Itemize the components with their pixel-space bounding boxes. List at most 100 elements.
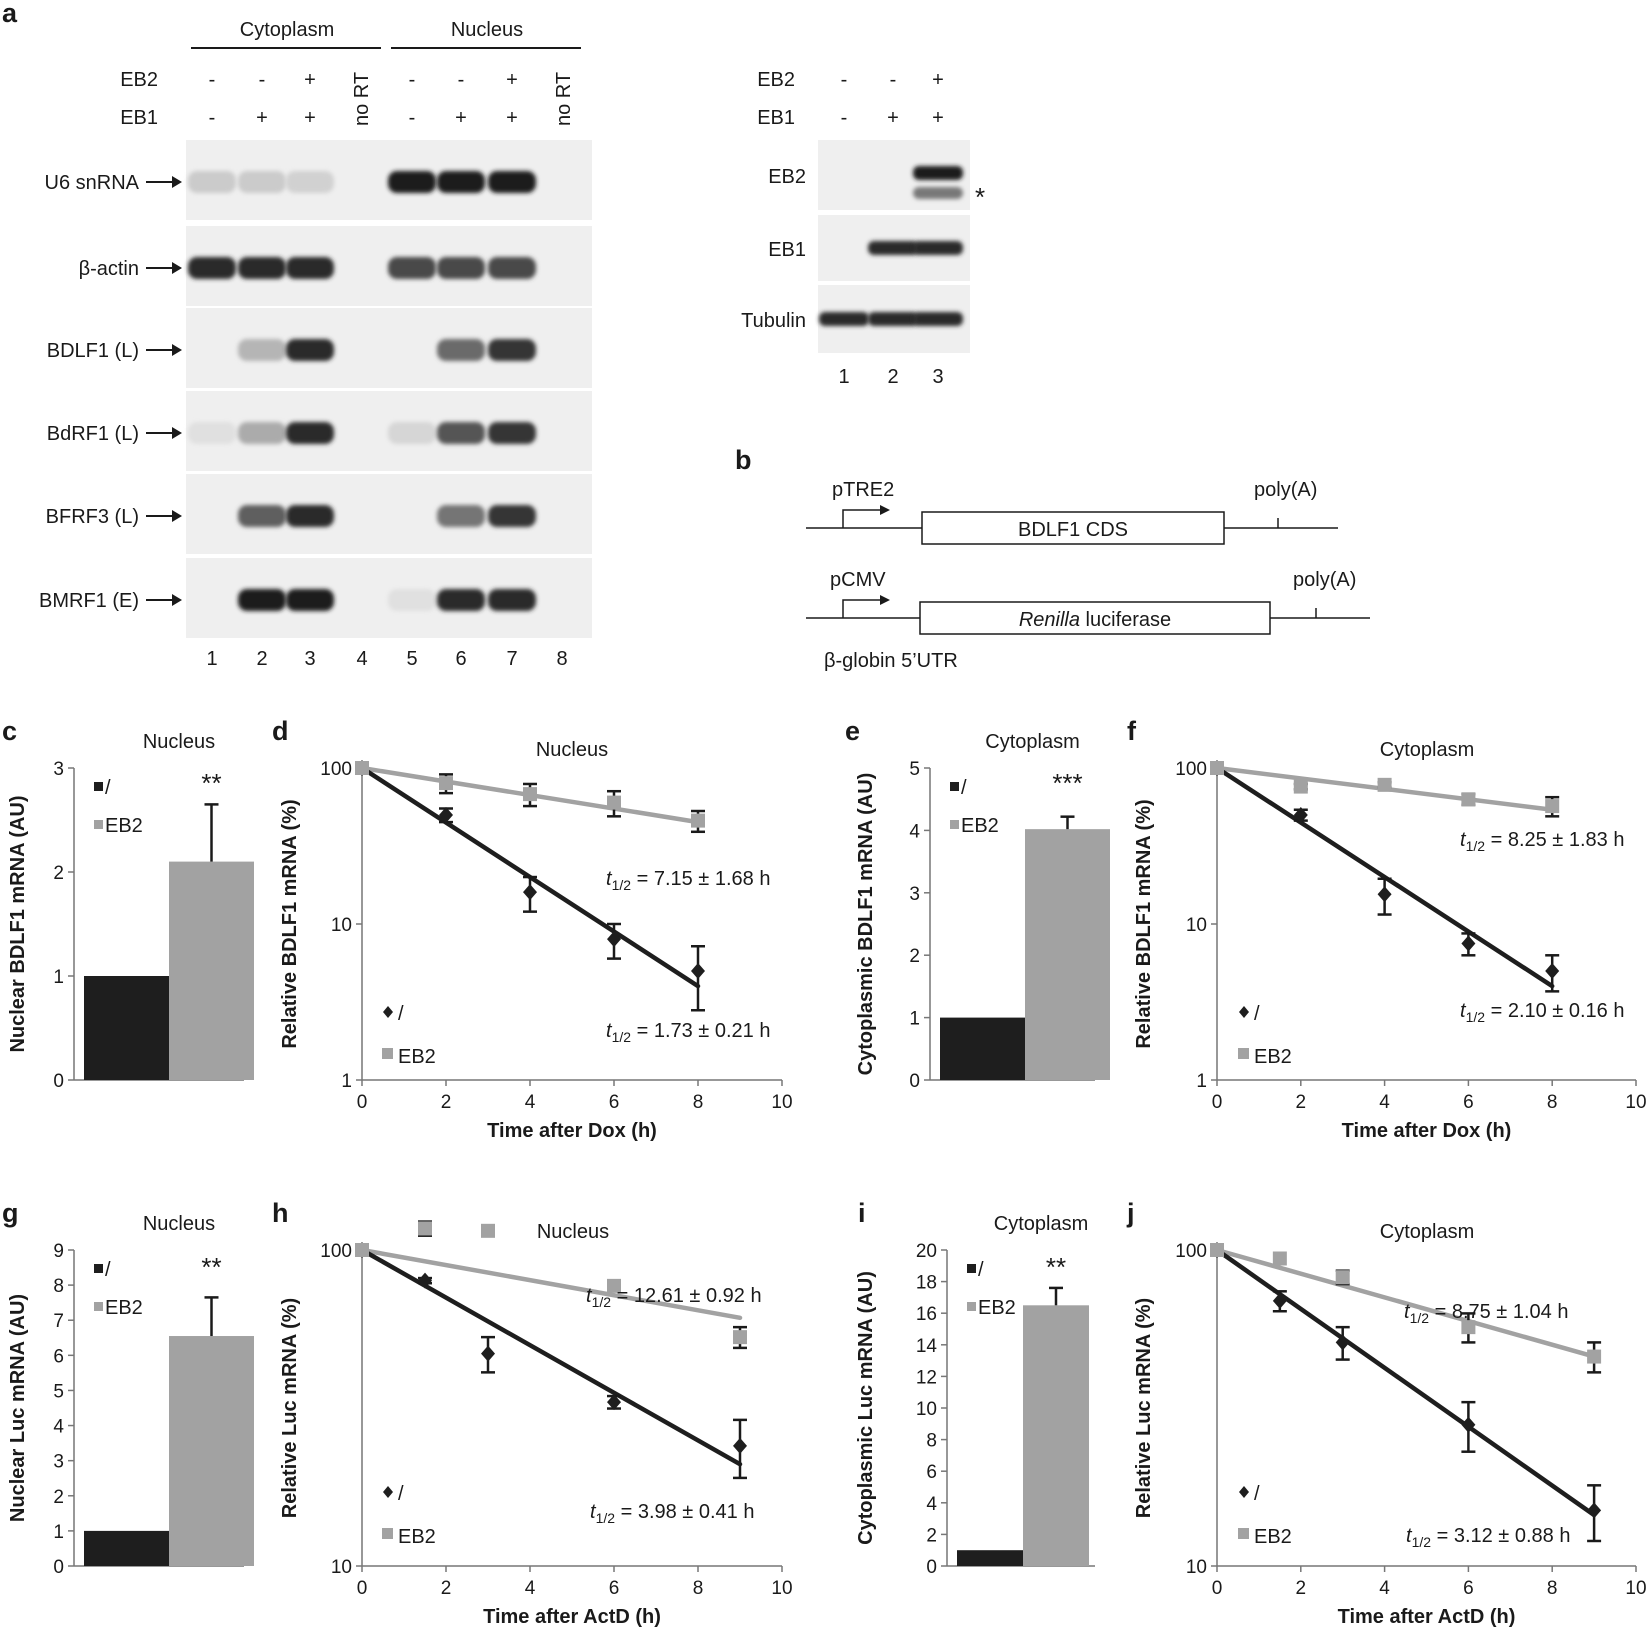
sign-eb2-3: + — [304, 69, 316, 91]
gene-label: U6 snRNA — [45, 172, 140, 194]
wb-row-label-eb1: EB1 — [757, 107, 795, 129]
legend-marker-eb2 — [382, 1528, 393, 1539]
legend-label: / — [1254, 1483, 1260, 1505]
legend-label: EB2 — [398, 1526, 436, 1548]
legend-label: / — [398, 1483, 404, 1505]
y-tick-label: 1 — [909, 1009, 920, 1030]
legend-label: / — [1254, 1003, 1260, 1025]
sign-eb2-5: - — [409, 69, 416, 91]
chart-c-bar: Nucleus 0 1 2 3 Nuclear BDLF1 mRNA (AU) ** / EB2 — [7, 731, 254, 1092]
y-tick-label: 4 — [909, 821, 920, 842]
arrow-right-icon — [172, 344, 182, 356]
gene-label: β-actin — [79, 258, 139, 280]
blot-band — [868, 312, 918, 326]
y-tick-label: 14 — [916, 1336, 938, 1357]
y-tick-label: 0 — [53, 1071, 64, 1092]
data-point-eb2 — [1461, 1320, 1476, 1335]
y-tick-label: 10 — [331, 915, 352, 936]
luciferase-box — [919, 601, 1271, 635]
gel-band — [437, 339, 485, 361]
panel-letter-c: c — [2, 716, 17, 746]
data-point-control — [607, 931, 621, 948]
chart-title: Nucleus — [537, 1221, 609, 1243]
gene-label: BFRF3 (L) — [46, 506, 139, 528]
half-life-annotation: t1/2 = 3.98 ± 0.41 h — [590, 1501, 754, 1526]
data-point-eb2 — [607, 1278, 621, 1293]
data-point-eb2 — [355, 1243, 369, 1257]
y-tick-label: 20 — [916, 1241, 937, 1262]
x-tick-label: 8 — [1547, 1092, 1558, 1113]
y-tick-label: 18 — [916, 1273, 937, 1294]
arrow-right-icon — [172, 262, 182, 274]
legend-label: / — [978, 1259, 984, 1281]
y-tick-label: 1 — [53, 1522, 64, 1543]
x-axis-label: Time after ActD (h) — [483, 1606, 661, 1628]
y-tick-label: 100 — [1175, 759, 1207, 780]
wb-lane-number: 1 — [838, 366, 849, 388]
panel-letter-b: b — [735, 445, 752, 475]
x-tick-label: 8 — [693, 1578, 704, 1599]
y-tick-label: 2 — [926, 1525, 937, 1546]
data-point-eb2 — [481, 1223, 495, 1238]
blot-band — [868, 241, 918, 255]
wb-sign: - — [890, 69, 897, 91]
group-label-cytoplasm: Cytoplasm — [240, 19, 334, 41]
data-point-eb2 — [1587, 1349, 1602, 1364]
legend-marker-eb2 — [382, 1048, 393, 1059]
wb-asterisk: * — [975, 182, 985, 212]
panel-letter-f: f — [1127, 716, 1137, 746]
x-tick-label: 6 — [609, 1578, 620, 1599]
x-tick-label: 2 — [1296, 1092, 1307, 1113]
x-tick-label: 4 — [525, 1578, 536, 1599]
chart-title: Cytoplasm — [985, 731, 1079, 753]
polya-label: poly(A) — [1293, 569, 1356, 591]
data-point-control — [1377, 886, 1392, 903]
chart-title: Nucleus — [143, 1213, 215, 1235]
chart-title: Cytoplasm — [994, 1213, 1088, 1235]
panel-letter-i: i — [858, 1198, 866, 1228]
chart-title: Nucleus — [143, 731, 215, 753]
promoter-label: pTRE2 — [832, 479, 894, 501]
y-tick-label: 100 — [320, 1241, 352, 1262]
legend-label: / — [105, 1259, 111, 1281]
rt-pcr-gels — [186, 140, 592, 638]
significance-label: ** — [1046, 1252, 1066, 1282]
row-label-eb1: EB1 — [120, 107, 158, 129]
data-point-control — [1272, 1292, 1287, 1309]
y-tick-label: 10 — [916, 1399, 937, 1420]
legend-label: EB2 — [978, 1297, 1016, 1319]
sign-eb1-5: - — [409, 107, 416, 129]
lane-number: 6 — [455, 648, 466, 670]
x-tick-label: 4 — [1379, 1092, 1390, 1113]
chart-d-decay: Nucleus 1 10 100 0 2 4 6 8 10 Relative BDLF1 mRNA … — [279, 739, 793, 1142]
arrowhead-icon — [880, 505, 890, 515]
y-tick-label: 7 — [53, 1311, 64, 1332]
x-tick-label: 10 — [771, 1578, 792, 1599]
promoter-arrow-icon — [842, 509, 880, 528]
gel-band — [488, 589, 536, 611]
gel-band — [437, 505, 485, 527]
gel-band — [238, 257, 286, 279]
wb-sign: + — [932, 69, 944, 91]
gel-band — [188, 422, 236, 444]
legend-label: EB2 — [398, 1046, 436, 1068]
legend-label: / — [961, 777, 967, 799]
bar-control — [957, 1550, 1023, 1566]
significance-label: ** — [201, 768, 221, 798]
gel-band — [238, 589, 286, 611]
cds-box — [921, 511, 1225, 545]
wb-lane-number: 2 — [887, 366, 898, 388]
blot-band — [819, 312, 869, 326]
blot-label: Tubulin — [741, 310, 806, 332]
chart-j-decay: Cytoplasm 10 100 0 2 4 6 8 10 Relative Luc mRNA (… — [1133, 1221, 1647, 1628]
wb-row-label-eb2: EB2 — [757, 69, 795, 91]
blot-band-secondary — [913, 187, 963, 199]
bar-eb2 — [1023, 1305, 1089, 1566]
arrow-right-icon — [172, 594, 182, 606]
data-point-eb2 — [1272, 1251, 1287, 1266]
chart-title: Nucleus — [536, 739, 608, 761]
wb-blots — [818, 140, 970, 353]
lane-numbers: 1 2 3 4 5 6 7 8 — [206, 648, 567, 670]
gel-band — [437, 171, 485, 193]
